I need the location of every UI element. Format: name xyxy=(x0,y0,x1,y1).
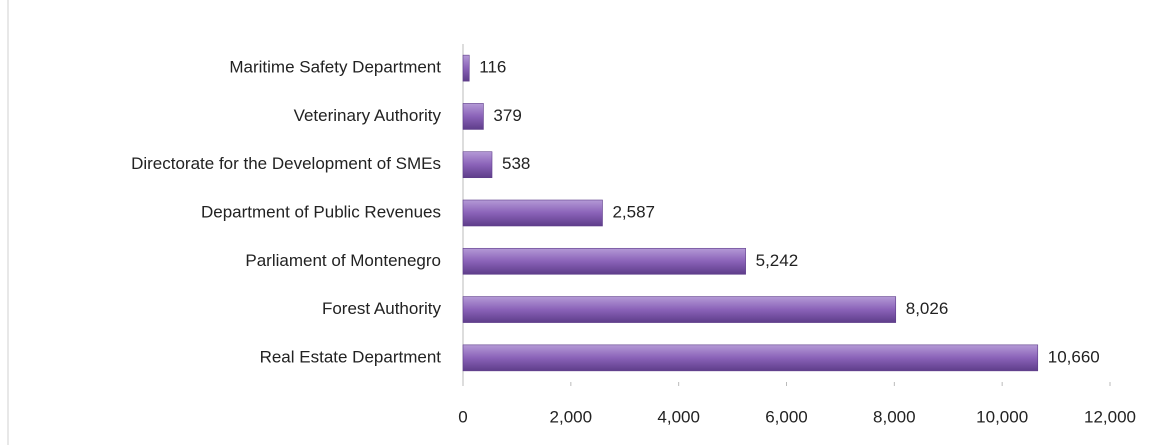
bar xyxy=(462,296,897,323)
x-tick-label: 0 xyxy=(458,407,467,426)
value-label: 8,026 xyxy=(906,299,949,318)
y-tick-label: Directorate for the Development of SMEs xyxy=(131,154,441,173)
value-label: 2,587 xyxy=(612,202,655,221)
x-tick-label: 6,000 xyxy=(765,407,808,426)
bar xyxy=(462,103,484,130)
bar xyxy=(462,199,603,227)
bar xyxy=(462,247,746,275)
x-tick-label: 10,000 xyxy=(976,407,1028,426)
bar xyxy=(462,54,470,82)
y-tick-label: Veterinary Authority xyxy=(294,106,442,125)
y-tick-label: Real Estate Department xyxy=(260,347,442,366)
x-tick-label: 2,000 xyxy=(550,407,593,426)
bar xyxy=(462,151,493,179)
value-label: 379 xyxy=(493,106,521,125)
x-tick-label: 12,000 xyxy=(1084,407,1136,426)
value-label: 5,242 xyxy=(756,251,799,270)
y-tick-label: Parliament of Montenegro xyxy=(245,251,441,270)
y-tick-label: Department of Public Revenues xyxy=(201,202,441,221)
x-tick-label: 8,000 xyxy=(873,407,916,426)
y-tick-label: Maritime Safety Department xyxy=(229,58,441,77)
value-label: 10,660 xyxy=(1048,347,1100,366)
y-tick-label: Forest Authority xyxy=(322,299,442,318)
value-label: 538 xyxy=(502,154,530,173)
bar xyxy=(462,344,1039,372)
x-tick-label: 4,000 xyxy=(657,407,700,426)
value-label: 116 xyxy=(479,58,506,77)
